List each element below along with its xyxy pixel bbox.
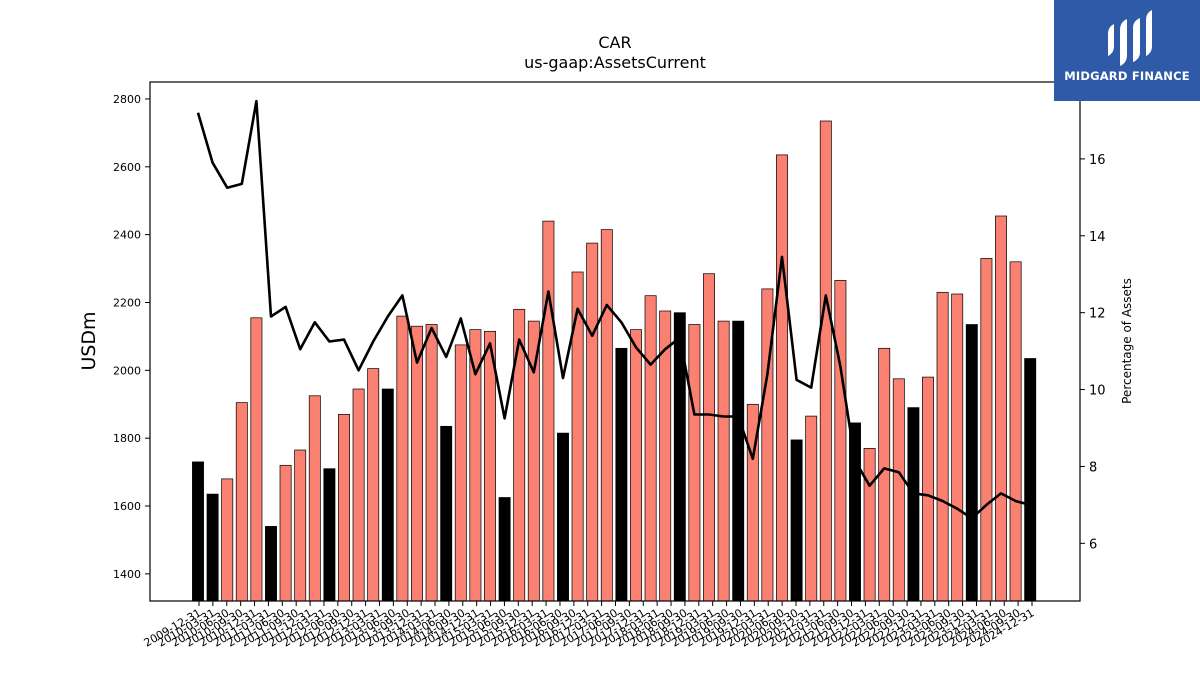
bar-annual <box>615 347 628 602</box>
series-line <box>196 99 1031 520</box>
bar-quarter <box>338 414 350 602</box>
bar-quarter <box>980 258 993 602</box>
bar-quarter <box>542 220 555 602</box>
y2-axis-label: Percentage of Assets <box>1120 278 1134 404</box>
bar-quarter <box>294 449 307 602</box>
bar-quarter <box>454 344 467 602</box>
y-axis-ticks: 1400 1600 1800 2000 2200 2400 2600 2800 <box>113 93 150 581</box>
y-tick-label: 1800 <box>113 432 141 445</box>
bar-quarter <box>235 402 248 602</box>
chart-subtitle: us-gaap:AssetsCurrent <box>524 53 706 72</box>
bar-quarter <box>819 120 832 602</box>
bars-group <box>192 120 1037 602</box>
bar-quarter <box>717 320 730 602</box>
bar-quarter <box>484 330 496 602</box>
bar-quarter <box>863 448 876 602</box>
bar-quarter <box>922 376 934 602</box>
bar-quarter <box>995 215 1007 602</box>
bar-quarter <box>586 242 599 602</box>
y-tick-label: 1600 <box>113 500 141 513</box>
y-tick-label: 2000 <box>113 364 141 377</box>
bar-quarter <box>776 154 788 602</box>
bar-quarter <box>703 273 715 602</box>
bar-annual <box>849 422 861 602</box>
line-group <box>196 99 1031 520</box>
bar-quarter <box>425 324 438 602</box>
y-tick-label: 2600 <box>113 161 141 174</box>
y2-axis-ticks: 6 8 10 12 14 16 <box>1080 153 1106 552</box>
bar-quarter <box>1009 261 1022 602</box>
bar-quarter <box>308 395 321 602</box>
bar-quarter <box>951 293 964 602</box>
bar-annual <box>381 388 394 602</box>
bar-quarter <box>513 308 526 602</box>
bar-annual <box>323 468 336 602</box>
bar-quarter <box>352 388 365 602</box>
y-tick-label: 2400 <box>113 229 141 242</box>
y2-tick-label: 8 <box>1089 460 1097 475</box>
y-axis-label: USDm <box>78 311 100 370</box>
bar-quarter <box>688 324 701 602</box>
bar-annual <box>790 439 803 602</box>
y-tick-label: 1400 <box>113 568 141 581</box>
bar-quarter <box>279 464 292 602</box>
bar-annual <box>732 320 745 602</box>
bar-quarter <box>805 415 818 602</box>
bar-annual <box>440 425 453 602</box>
y2-tick-label: 12 <box>1089 307 1106 322</box>
bar-annual <box>965 324 978 602</box>
chart-title: CAR <box>598 33 631 52</box>
y-tick-label: 2800 <box>113 93 141 106</box>
bar-quarter <box>936 291 949 602</box>
bar-quarter <box>644 295 657 602</box>
bar-annual <box>265 526 277 602</box>
bar-quarter <box>250 317 263 602</box>
y-tick-label: 2200 <box>113 296 141 309</box>
bar-quarter <box>221 478 234 602</box>
bar-quarter <box>834 280 847 602</box>
bar-annual <box>206 493 219 602</box>
y2-tick-label: 10 <box>1089 384 1106 399</box>
brand-logo: MIDGARD FINANCE <box>1054 0 1200 101</box>
midgard-logo-icon <box>1108 10 1152 66</box>
y2-tick-label: 16 <box>1089 153 1106 168</box>
x-axis-ticks: 2009-12-312010-03-312010-06-302010-09-30… <box>142 601 1037 650</box>
bar-annual <box>557 432 569 602</box>
y2-tick-label: 6 <box>1089 537 1097 552</box>
bar-quarter <box>367 368 380 602</box>
bar-annual <box>192 461 204 602</box>
bar-quarter <box>630 329 642 602</box>
bar-annual <box>907 407 920 602</box>
bar-annual <box>1024 358 1037 602</box>
bar-quarter <box>892 378 905 602</box>
plot-frame <box>149 81 1081 602</box>
y2-tick-label: 14 <box>1089 230 1106 245</box>
bar-annual <box>498 497 511 602</box>
bar-quarter <box>600 229 613 602</box>
brand-name: MIDGARD FINANCE <box>1064 69 1190 83</box>
bar-quarter <box>411 325 423 602</box>
bar-quarter <box>396 315 409 602</box>
